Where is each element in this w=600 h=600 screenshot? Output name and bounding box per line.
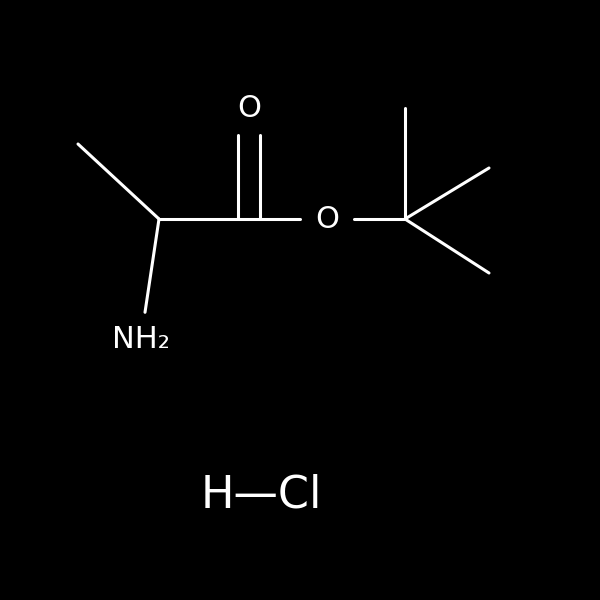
Text: H—Cl: H—Cl [200, 473, 322, 517]
Text: O: O [237, 94, 261, 122]
Text: NH₂: NH₂ [112, 325, 170, 353]
Text: O: O [315, 205, 339, 233]
